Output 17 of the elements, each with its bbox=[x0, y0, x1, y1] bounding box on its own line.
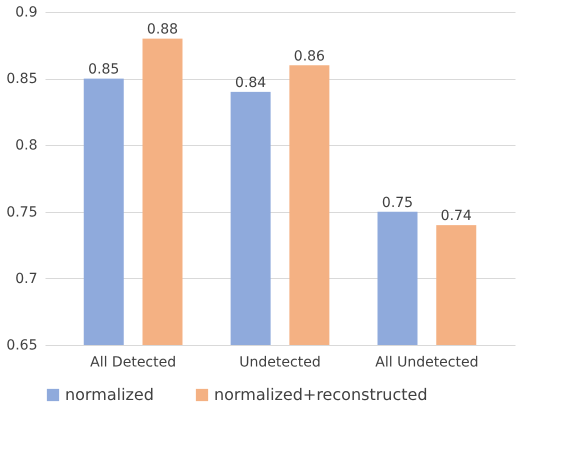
x-tick-label: All Detected bbox=[90, 354, 176, 370]
y-tick-label: 0.75 bbox=[6, 204, 38, 220]
x-tick-label: Undetected bbox=[239, 354, 321, 370]
y-tick-label: 0.8 bbox=[15, 138, 38, 154]
data-label: 0.85 bbox=[88, 62, 120, 78]
y-tick-label: 0.9 bbox=[15, 4, 38, 20]
legend-label: normalized+reconstructed bbox=[214, 385, 428, 404]
legend-label: normalized bbox=[65, 385, 154, 404]
y-tick-label: 0.85 bbox=[6, 71, 38, 88]
data-label: 0.88 bbox=[146, 22, 178, 38]
data-label: 0.75 bbox=[382, 194, 414, 211]
y-tick-label: 0.65 bbox=[6, 338, 38, 354]
y-tick-label: 0.7 bbox=[15, 270, 38, 287]
data-label: 0.74 bbox=[440, 208, 472, 224]
data-label: 0.86 bbox=[294, 48, 326, 64]
data-label: 0.84 bbox=[235, 74, 266, 91]
x-tick-label: All Undetected bbox=[375, 354, 478, 370]
